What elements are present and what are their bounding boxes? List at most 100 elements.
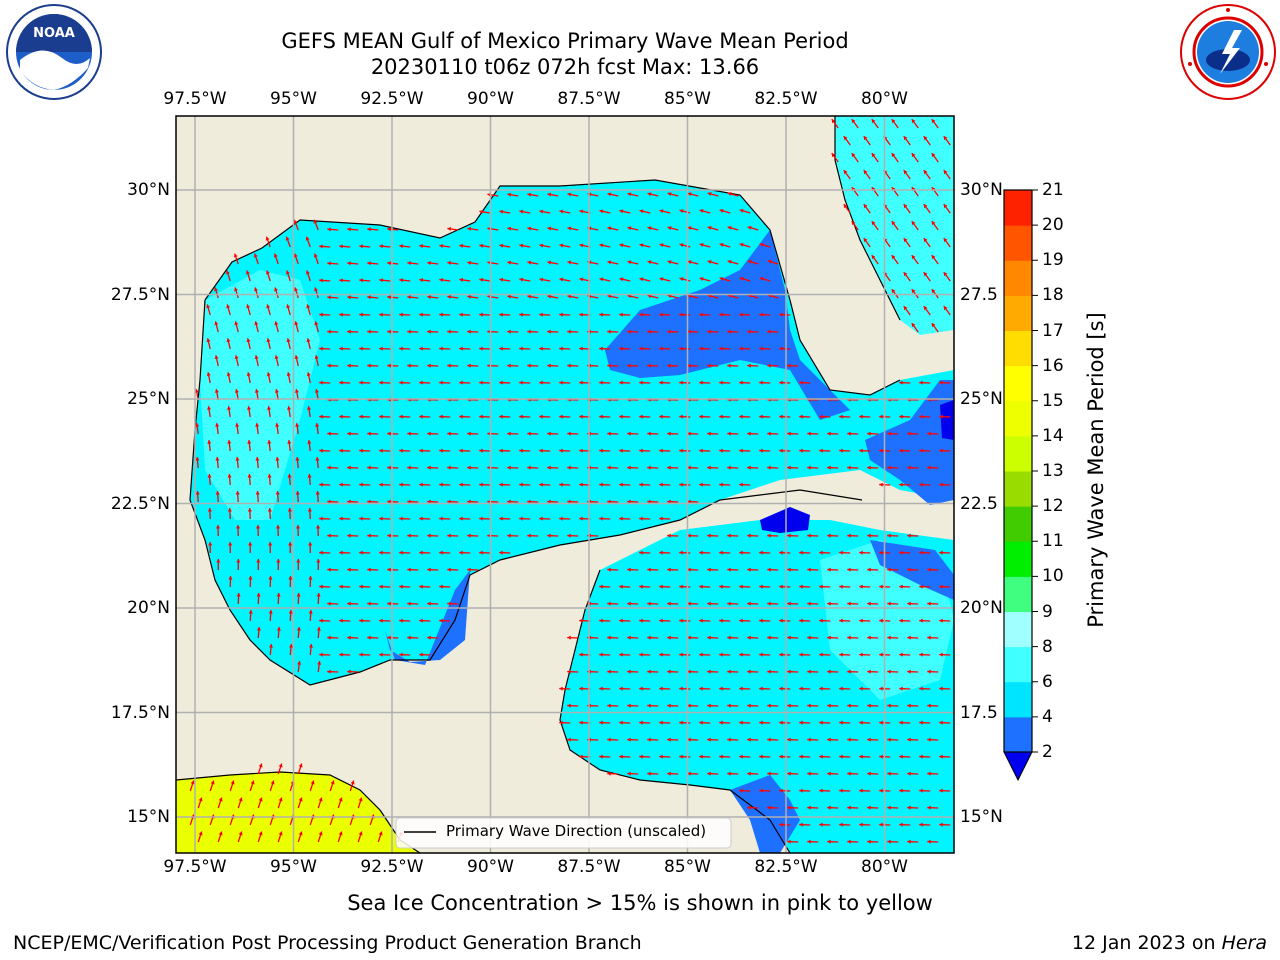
colorbar-under-triangle	[1003, 751, 1033, 782]
wave-arrow-head	[807, 465, 811, 470]
wave-arrow-head	[607, 669, 611, 674]
wave-arrow-head	[359, 482, 363, 487]
wave-arrow-head	[387, 329, 391, 334]
wave-arrow-head	[719, 618, 723, 623]
wave-arrow-head	[316, 593, 321, 597]
wave-arrow-head	[827, 771, 831, 776]
colorbar-tick-label: 13	[1042, 461, 1064, 481]
wave-arrow-head	[579, 720, 583, 725]
wave-arrow-head	[899, 720, 903, 725]
wave-arrow-head	[747, 601, 751, 606]
wave-arrow-head	[819, 788, 823, 793]
wave-arrow-head	[903, 272, 908, 277]
wave-arrow-head	[599, 209, 604, 214]
wave-arrow-head	[607, 226, 612, 231]
wave-arrow-head	[599, 482, 603, 487]
wave-arrow-head	[519, 277, 524, 282]
wave-arrow-head	[479, 209, 484, 214]
wave-arrow-head	[867, 771, 871, 776]
wave-arrow-head	[419, 550, 423, 555]
wave-arrow-head	[419, 448, 423, 453]
wave-arrow-head	[647, 431, 651, 436]
wave-arrow-head	[867, 601, 871, 606]
wave-arrow-head	[727, 635, 731, 640]
wave-arrow-head	[911, 323, 916, 328]
wave-arrow-head	[399, 244, 403, 249]
wave-arrow-head	[903, 306, 908, 311]
wave-arrow-head	[739, 448, 743, 453]
wave-arrow-head	[347, 533, 351, 538]
wave-arrow-head	[308, 576, 313, 580]
wave-arrow-head	[359, 652, 363, 657]
wave-arrow-head	[859, 550, 863, 555]
wave-arrow-head	[911, 153, 916, 158]
wave-arrow-head	[667, 260, 672, 265]
wave-arrow-head	[619, 448, 623, 453]
wave-arrow-head	[267, 440, 272, 444]
lat-label-left: 20°N	[127, 598, 170, 618]
wave-arrow-head	[927, 771, 931, 776]
wave-arrow-head	[939, 652, 943, 657]
wave-arrow-head	[899, 618, 903, 623]
wave-arrow-head	[827, 533, 831, 538]
wave-arrow-head	[459, 414, 463, 419]
wave-arrow-head	[827, 567, 831, 572]
wave-arrow-head	[747, 533, 751, 538]
wave-arrow-head	[215, 457, 220, 461]
wave-arrow-head	[607, 737, 611, 742]
wave-arrow-head	[827, 805, 831, 810]
wave-arrow-head	[659, 414, 663, 419]
wave-arrow-head	[227, 440, 232, 444]
wave-arrow-head	[747, 431, 751, 436]
wave-arrow-head	[459, 277, 464, 282]
wave-arrow-head	[256, 559, 261, 563]
wave-arrow-head	[759, 312, 763, 317]
wave-arrow-head	[847, 465, 851, 470]
wave-arrow-head	[254, 389, 259, 393]
wave-arrow-head	[367, 533, 371, 538]
wave-arrow-head	[659, 720, 663, 725]
wave-arrow-head	[499, 312, 503, 317]
wave-arrow-head	[847, 839, 851, 844]
wave-arrow-head	[787, 635, 791, 640]
wave-arrow-head	[274, 389, 279, 393]
wave-arrow-head	[719, 550, 723, 555]
wave-arrow-head	[687, 431, 691, 436]
blue-zone-cuba-north	[865, 380, 954, 505]
wave-arrow-head	[447, 499, 451, 504]
wave-arrow-head	[667, 465, 671, 470]
wave-arrow-head	[807, 771, 811, 776]
wave-arrow-head	[667, 192, 672, 197]
wave-arrow-head	[939, 380, 943, 385]
wave-arrow-head	[607, 703, 611, 708]
wave-arrow-head	[379, 346, 383, 351]
wave-arrow-head	[327, 635, 331, 640]
wave-arrow-head	[419, 652, 423, 657]
wave-arrow-head	[305, 270, 310, 275]
wave-arrow-head	[579, 482, 583, 487]
wave-arrow-head	[799, 414, 803, 419]
lat-label-left: 27.5°N	[110, 284, 170, 305]
wave-arrow-head	[939, 584, 943, 589]
wave-arrow-head	[467, 260, 472, 265]
wave-arrow-head	[439, 618, 443, 623]
wave-arrow-head	[647, 226, 652, 231]
wave-arrow-head	[627, 363, 631, 368]
wave-arrow-head	[859, 584, 863, 589]
wave-arrow-head	[387, 465, 391, 470]
wave-arrow-head	[847, 431, 851, 436]
wave-arrow-head	[559, 243, 564, 248]
wave-arrow-head	[739, 652, 743, 657]
wave-arrow-head	[287, 508, 292, 512]
wave-arrow-head	[347, 431, 351, 436]
wave-arrow-head	[207, 440, 212, 444]
wave-arrow-head	[779, 652, 783, 657]
colorbar-segment	[1004, 260, 1032, 296]
wave-arrow-head	[707, 260, 712, 264]
wave-arrow-head	[927, 567, 931, 572]
wave-arrow-head	[707, 431, 711, 436]
colorbar-segment	[1004, 646, 1032, 683]
wave-arrow-head	[779, 550, 783, 555]
lon-label-bottom: 82.5°W	[754, 857, 818, 877]
wave-arrow-head	[327, 431, 331, 436]
